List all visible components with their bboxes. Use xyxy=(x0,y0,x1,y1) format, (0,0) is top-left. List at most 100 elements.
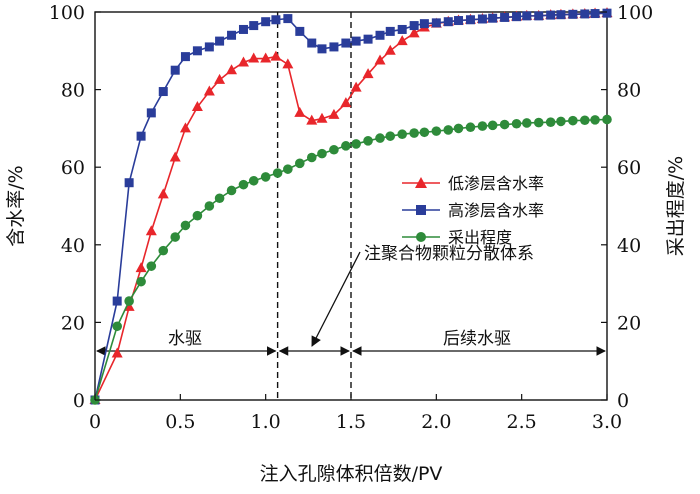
circle-marker xyxy=(375,133,385,143)
triangle-marker xyxy=(316,112,328,123)
x-tick-label: 0.5 xyxy=(165,411,195,433)
y-axis-title-right: 采出程度/% xyxy=(665,156,687,256)
triangle-marker xyxy=(350,81,362,92)
square-marker xyxy=(227,30,237,40)
y-left-tick-label: 100 xyxy=(49,2,85,24)
y-left-tick-label: 20 xyxy=(61,312,85,334)
svg-text:低渗层含水率: 低渗层含水率 xyxy=(448,174,544,193)
square-marker xyxy=(261,17,271,27)
triangle-marker xyxy=(282,58,294,69)
legend-item-low-perm: 低渗层含水率 xyxy=(402,174,544,193)
svg-text:高渗层含水率: 高渗层含水率 xyxy=(448,201,544,220)
stage-divider-lines xyxy=(276,12,352,400)
circle-marker xyxy=(214,193,225,204)
circle-marker xyxy=(568,115,578,126)
triangle-marker xyxy=(214,73,226,84)
circle-marker xyxy=(124,296,134,306)
square-marker xyxy=(556,10,566,20)
circle-marker xyxy=(112,321,122,332)
square-marker xyxy=(534,11,544,21)
square-marker xyxy=(419,19,429,29)
circle-marker xyxy=(192,210,203,221)
square-marker xyxy=(317,44,327,54)
square-marker xyxy=(522,11,532,21)
circle-marker xyxy=(487,120,498,131)
x-tick-label: 2.0 xyxy=(421,411,451,433)
circle-marker xyxy=(351,139,361,149)
square-marker xyxy=(341,38,351,48)
circle-marker xyxy=(431,126,442,136)
square-marker xyxy=(397,24,407,34)
circle-marker xyxy=(499,119,510,130)
circle-marker xyxy=(238,179,249,190)
circle-marker xyxy=(272,168,283,178)
triangle-marker xyxy=(135,262,147,273)
square-marker xyxy=(500,12,510,22)
stage-label-subsequent-water-flooding: 后续水驱 xyxy=(443,329,511,349)
square-marker xyxy=(249,21,259,31)
circle-marker xyxy=(602,114,612,125)
svg-text:采出程度: 采出程度 xyxy=(448,228,512,247)
square-marker xyxy=(170,65,180,75)
square-marker xyxy=(568,9,578,19)
circle-marker xyxy=(363,136,373,146)
circle-marker xyxy=(397,129,408,140)
triangle-marker xyxy=(340,97,352,108)
circle-marker xyxy=(409,128,419,138)
square-marker xyxy=(283,14,293,24)
stage-label-water-flooding: 水驱 xyxy=(168,329,202,349)
circle-marker xyxy=(136,276,146,287)
square-marker xyxy=(602,8,612,18)
legend-item-recovery: 采出程度 xyxy=(402,228,512,247)
square-marker xyxy=(307,38,317,48)
circle-marker xyxy=(511,118,522,129)
triangle-marker xyxy=(157,188,169,199)
circle-marker xyxy=(226,185,237,196)
x-tick-label: 2.5 xyxy=(507,411,537,433)
circle-marker xyxy=(580,115,590,126)
y-left-tick-label: 0 xyxy=(73,390,85,412)
circle-marker xyxy=(465,122,476,133)
square-marker xyxy=(124,178,134,188)
y-right-tick-label: 40 xyxy=(617,235,641,257)
y-right-tick-label: 20 xyxy=(617,312,641,334)
triangle-marker xyxy=(260,52,272,63)
triangle-marker xyxy=(226,64,238,75)
triangle-marker xyxy=(111,347,123,358)
circle-marker xyxy=(341,141,351,151)
square-marker xyxy=(477,14,487,24)
circle-marker xyxy=(521,118,532,128)
triangle-marker xyxy=(169,151,181,162)
triangle-marker xyxy=(191,101,203,112)
square-marker xyxy=(431,18,441,28)
square-marker xyxy=(351,36,361,46)
y-axis-title-left: 含水率/% xyxy=(5,165,27,246)
y-right-tick-label: 100 xyxy=(617,2,653,24)
triangle-marker xyxy=(328,108,340,119)
polymer-pointer-arrow xyxy=(311,251,361,347)
circle-marker xyxy=(170,232,181,242)
series-circle xyxy=(90,114,612,405)
y-left-tick-label: 80 xyxy=(61,80,85,102)
square-marker xyxy=(465,15,475,25)
series-layer xyxy=(89,7,613,405)
square-marker xyxy=(385,26,395,36)
square-marker xyxy=(409,21,419,31)
x-tick-label: 1.0 xyxy=(251,411,281,433)
x-tick-label: 3.0 xyxy=(592,411,622,433)
square-marker xyxy=(158,87,168,97)
circle-marker xyxy=(453,123,464,134)
triangle-marker xyxy=(179,122,191,133)
x-axis-title: 注入孔隙体积倍数/PV xyxy=(260,463,443,485)
circle-marker xyxy=(385,131,396,141)
square-marker xyxy=(112,296,122,306)
triangle-marker xyxy=(362,68,374,79)
circle-marker xyxy=(533,117,544,128)
x-tick-label: 0 xyxy=(89,411,101,433)
circle-marker xyxy=(295,158,305,169)
square-marker xyxy=(375,30,385,40)
circle-marker xyxy=(317,148,327,159)
square-marker xyxy=(454,16,464,26)
